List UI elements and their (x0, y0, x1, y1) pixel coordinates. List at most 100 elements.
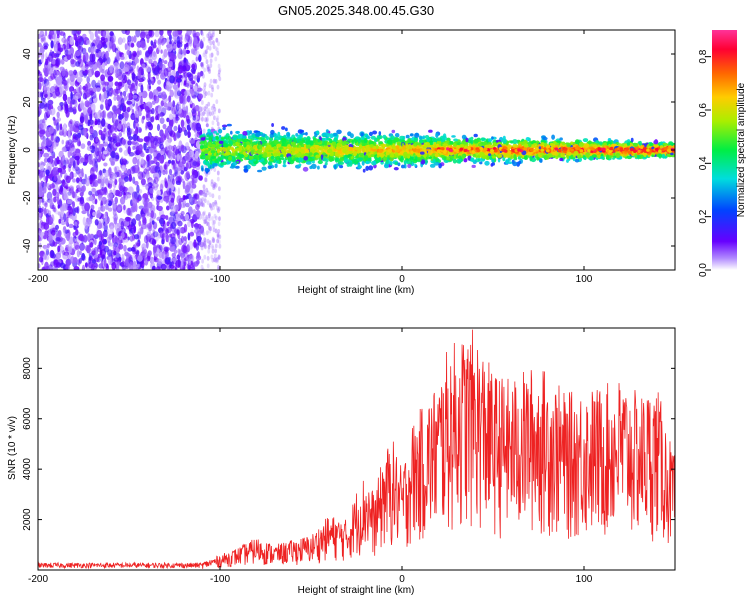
heat-cell (108, 128, 112, 137)
heat-cell (208, 53, 212, 59)
heat-cell (216, 258, 219, 264)
heat-cell (122, 194, 129, 201)
heat-cell (472, 153, 476, 158)
heat-cell (176, 103, 182, 110)
heat-cell (198, 56, 202, 62)
heat-cell (339, 165, 344, 169)
heat-cell (38, 77, 44, 83)
heat-cell (153, 39, 157, 45)
heat-cell (168, 113, 174, 121)
heat-cell (198, 175, 203, 181)
heat-cell (103, 259, 107, 268)
heat-cell (68, 161, 72, 168)
heat-cell (182, 199, 187, 208)
heat-cell (94, 70, 101, 78)
heat-cell (117, 203, 123, 211)
heat-cell (161, 251, 165, 260)
heat-cell (124, 176, 129, 183)
heat-cell (52, 116, 56, 121)
heat-cell (130, 53, 136, 61)
heat-cell (114, 81, 119, 87)
heat-cell (79, 186, 85, 196)
heat-cell (216, 176, 220, 182)
heat-cell (202, 73, 205, 79)
heat-cell (214, 243, 218, 249)
heat-cell (100, 244, 106, 249)
heat-cell (92, 211, 96, 217)
heat-cell (59, 123, 63, 131)
heat-cell (92, 64, 97, 71)
heat-cell (121, 180, 124, 187)
heat-cell (103, 90, 108, 100)
heat-cell (49, 145, 54, 154)
heat-cell (160, 133, 165, 143)
heat-cell (205, 116, 209, 122)
heat-cell (206, 238, 210, 244)
heat-cell (182, 194, 186, 201)
heat-cell (90, 153, 93, 161)
heat-cell (140, 222, 147, 230)
heat-cell (145, 240, 149, 249)
heat-cell (189, 231, 195, 237)
heat-cell (152, 89, 159, 96)
heat-cell (191, 108, 197, 114)
heat-cell (207, 66, 210, 72)
heat-cell (77, 197, 83, 202)
heat-cell (104, 136, 109, 145)
heat-cell (451, 135, 456, 138)
heat-cell (144, 136, 150, 142)
heat-cell (39, 91, 44, 98)
heat-cell (160, 91, 167, 100)
heat-cell (97, 175, 103, 185)
heat-cell (121, 139, 125, 146)
heat-cell (230, 130, 233, 135)
heat-cell (126, 92, 132, 101)
heat-cell (206, 263, 210, 269)
heat-cell (162, 169, 166, 175)
heat-cell (46, 183, 51, 189)
heat-cell (94, 198, 98, 205)
heat-cell (53, 259, 59, 268)
heat-cell (172, 61, 176, 71)
heat-cell (79, 257, 82, 264)
heat-cell (205, 123, 209, 128)
heat-cell (136, 50, 140, 58)
heat-cell (196, 235, 202, 242)
heat-cell (113, 95, 117, 101)
heat-cell (163, 48, 168, 58)
heat-cell (92, 59, 96, 65)
heat-cell (140, 40, 146, 48)
heat-cell (146, 37, 150, 44)
heat-cell (162, 233, 166, 238)
heat-cell (103, 162, 108, 167)
heat-cell (132, 260, 137, 268)
heat-cell (104, 98, 109, 107)
heat-cell (298, 163, 302, 167)
heat-cell (107, 192, 113, 200)
heat-cell (119, 95, 123, 100)
heat-cell (163, 102, 168, 108)
heat-cell (147, 250, 152, 257)
heat-cell (142, 251, 148, 257)
heat-cell (141, 90, 148, 99)
heat-cell (42, 244, 48, 249)
heat-cell (58, 218, 62, 224)
heat-cell (100, 104, 104, 111)
heat-cell (150, 40, 154, 46)
heat-cell (108, 41, 113, 50)
heat-cell (216, 238, 220, 244)
heat-cell (72, 160, 76, 169)
heat-cell (183, 236, 187, 242)
heat-cell (147, 71, 151, 80)
heat-cell (58, 160, 64, 168)
heat-cell (105, 203, 109, 210)
heat-cell (126, 106, 131, 113)
heat-cell (122, 125, 126, 135)
heat-cell (212, 40, 215, 45)
heat-cell (74, 207, 79, 213)
heat-cell (43, 181, 47, 189)
heat-cell (158, 143, 162, 149)
heat-cell (98, 129, 103, 136)
heat-cell (101, 110, 105, 119)
heat-cell (47, 66, 54, 75)
